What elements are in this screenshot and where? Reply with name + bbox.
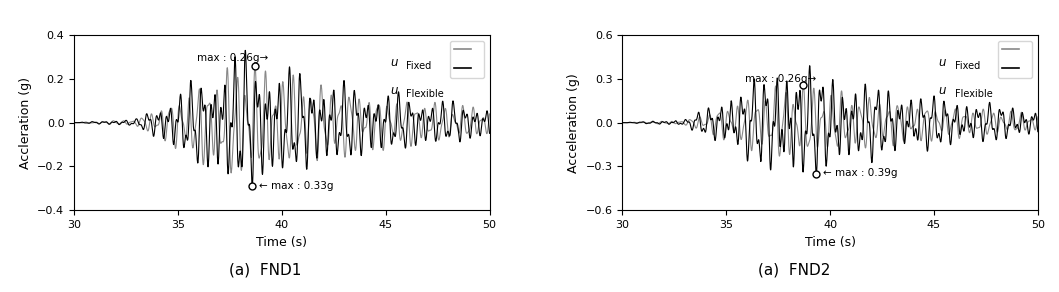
Text: $u$: $u$ [938, 84, 947, 97]
Y-axis label: Acceleration (g): Acceleration (g) [568, 73, 580, 173]
X-axis label: Time (s): Time (s) [805, 236, 856, 248]
Text: ← max : 0.33g: ← max : 0.33g [258, 181, 334, 191]
Text: $u$: $u$ [938, 56, 947, 69]
Text: (a)  FND1: (a) FND1 [229, 263, 301, 277]
Legend: , : , [449, 41, 484, 78]
Text: Flexible: Flexible [407, 89, 444, 99]
Y-axis label: Accleration (g): Accleration (g) [19, 77, 32, 169]
Text: $u$: $u$ [390, 84, 399, 97]
Text: max : 0.26g→: max : 0.26g→ [746, 74, 816, 84]
Text: (a)  FND2: (a) FND2 [758, 263, 830, 277]
Text: max : 0.26g→: max : 0.26g→ [197, 53, 268, 63]
Text: Fixed: Fixed [955, 61, 980, 71]
Legend: , : , [998, 41, 1033, 78]
X-axis label: Time (s): Time (s) [256, 236, 307, 248]
Text: Fixed: Fixed [407, 61, 432, 71]
Text: Flexible: Flexible [955, 89, 992, 99]
Text: $u$: $u$ [390, 56, 399, 69]
Text: ← max : 0.39g: ← max : 0.39g [823, 168, 897, 178]
